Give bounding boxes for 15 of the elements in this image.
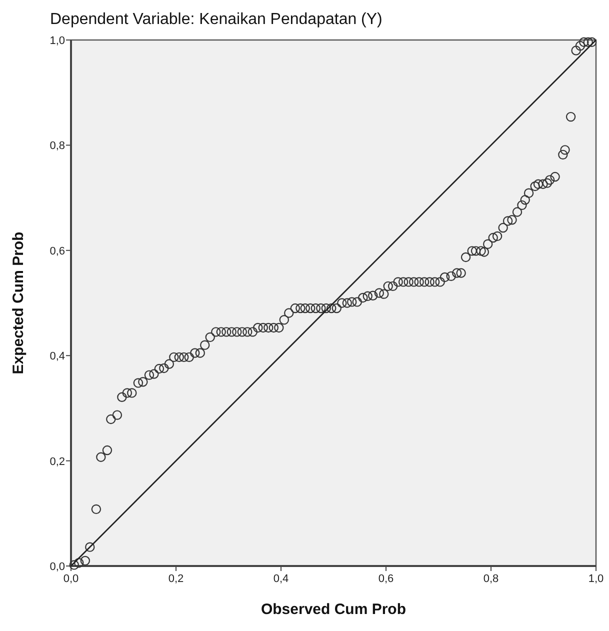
y-tick-label: 0,8	[50, 140, 65, 152]
x-tick-label: 0,2	[168, 573, 184, 585]
x-tick-label: 0,8	[483, 573, 499, 585]
x-tick-label: 0,0	[63, 573, 79, 585]
x-tick-label: 1,0	[588, 573, 604, 585]
y-axis-title: Expected Cum Prob	[10, 232, 27, 374]
y-tick-label: 1,0	[50, 35, 65, 47]
x-tick-label: 0,4	[273, 573, 289, 585]
chart-title: Dependent Variable: Kenaikan Pendapatan (Y)	[50, 11, 382, 28]
x-axis-title: Observed Cum Prob	[260, 601, 406, 618]
y-tick-label: 0,2	[50, 456, 65, 468]
x-tick-label: 0,6	[378, 573, 394, 585]
y-tick-label: 0,0	[50, 561, 65, 573]
y-tick-label: 0,4	[50, 350, 65, 363]
y-tick-label: 0,6	[50, 245, 65, 258]
